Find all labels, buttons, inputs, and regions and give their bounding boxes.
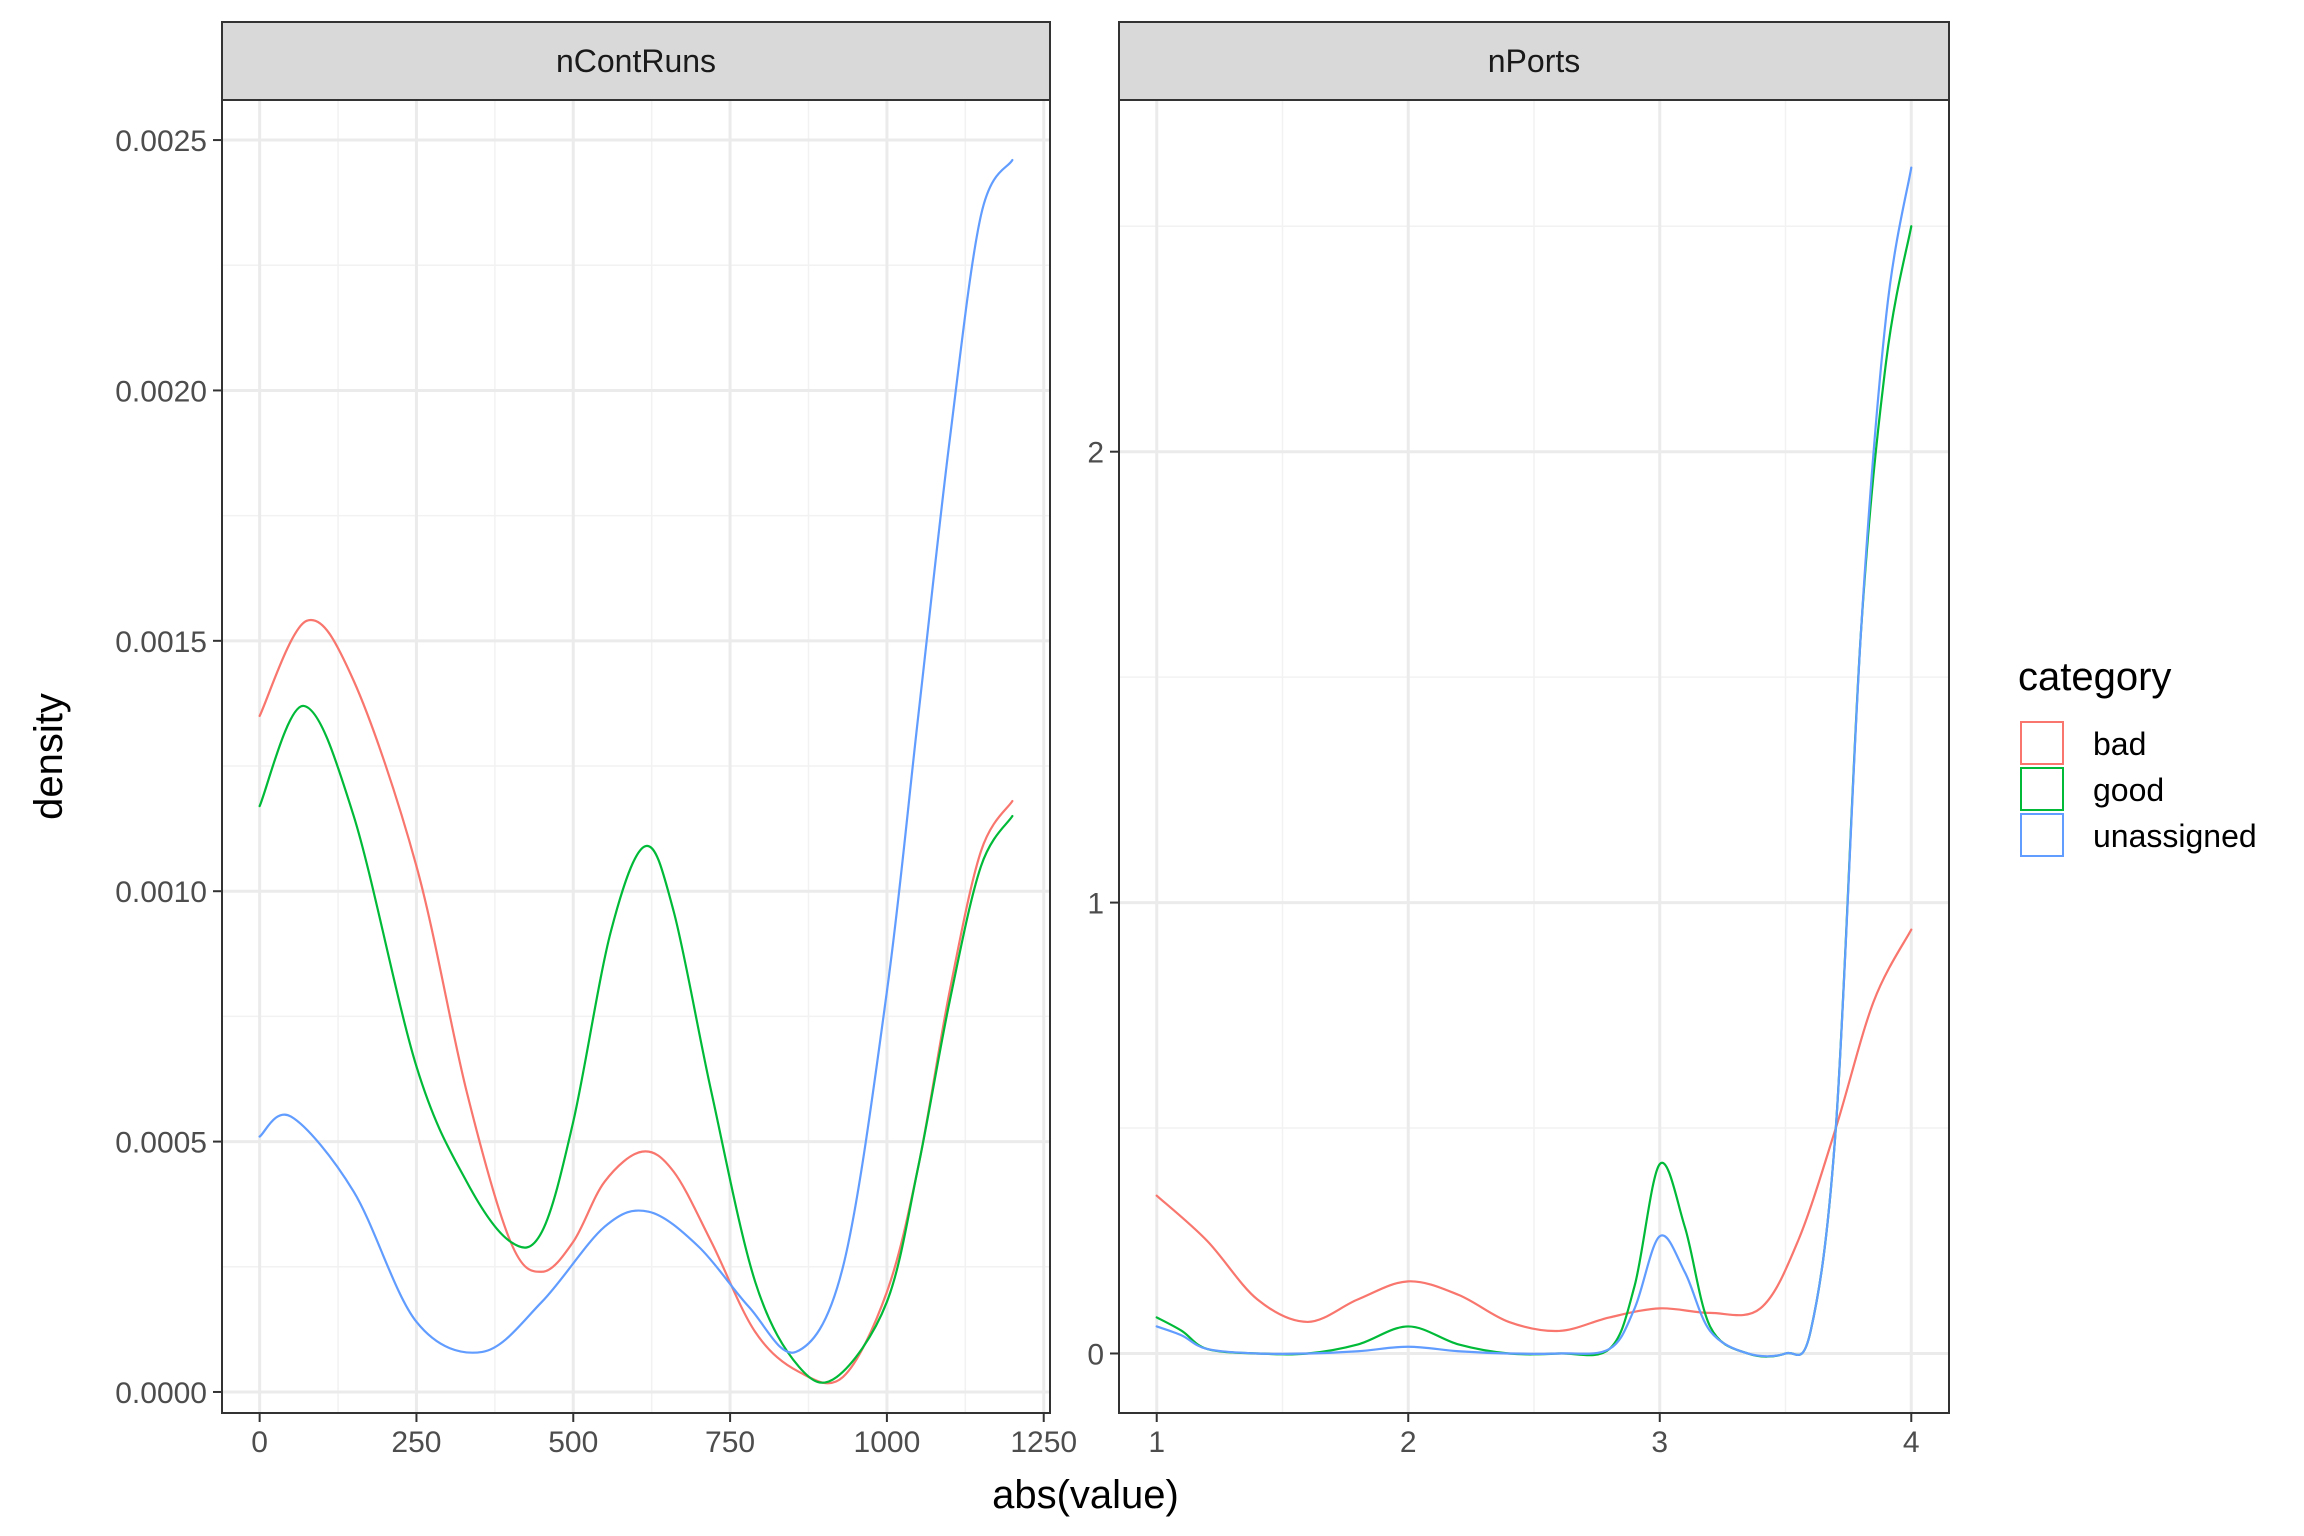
y-tick-label: 0.0015	[115, 626, 207, 659]
legend-key-bad	[2020, 721, 2064, 765]
x-tick-label: 1	[1148, 1426, 1165, 1459]
legend-label: bad	[2093, 726, 2146, 762]
strip-background	[1118, 21, 1950, 101]
y-tick-label: 0	[1087, 1338, 1104, 1371]
x-tick-label: 4	[1903, 1426, 1920, 1459]
y-tick-label: 0.0005	[115, 1127, 207, 1160]
panel-nPorts: nPorts 1 2 3 4 0 1 2	[1087, 21, 1950, 1459]
x-tick-label: 1000	[854, 1426, 921, 1459]
y-tick-label: 0.0025	[115, 125, 207, 158]
legend-item-bad: bad	[2020, 721, 2146, 765]
y-tick-label: 1	[1087, 888, 1104, 921]
x-tick-label: 1250	[1010, 1426, 1077, 1459]
x-axis-title: abs(value)	[992, 1473, 1179, 1517]
y-tick-label: 0.0020	[115, 375, 207, 408]
x-tick-label: 2	[1400, 1426, 1417, 1459]
legend-key-unassigned	[2020, 813, 2064, 857]
legend-item-unassigned: unassigned	[2020, 813, 2257, 857]
strip-label: nPorts	[1488, 43, 1580, 79]
legend-label: good	[2093, 772, 2164, 808]
y-tick-label: 0.0010	[115, 876, 207, 909]
legend-item-good: good	[2020, 767, 2164, 811]
density-line-unassigned	[1155, 166, 1913, 1358]
x-tick-label: 3	[1651, 1426, 1668, 1459]
y-tick-label: 2	[1087, 437, 1104, 470]
x-tick-label: 500	[548, 1426, 598, 1459]
legend: category bad good unassigned	[2018, 655, 2257, 857]
strip-background	[221, 21, 1051, 101]
x-tick-label: 750	[705, 1426, 755, 1459]
density-line-unassigned	[258, 158, 1014, 1354]
legend-key-good	[2020, 767, 2064, 811]
legend-title: category	[2018, 655, 2171, 699]
x-tick-label: 250	[391, 1426, 441, 1459]
legend-label: unassigned	[2093, 818, 2257, 854]
panel-background	[222, 100, 1050, 1413]
density-line-good	[258, 704, 1014, 1384]
panel-nContRuns: nContRuns 0 250 500 750 1000 1250 0.0000 0.0005 0…	[115, 21, 1077, 1459]
strip-label: nContRuns	[556, 43, 716, 79]
y-axis-title: density	[27, 693, 71, 820]
density-line-bad	[1155, 928, 1913, 1333]
y-tick-label: 0.0000	[115, 1377, 207, 1410]
x-tick-label: 0	[251, 1426, 268, 1459]
